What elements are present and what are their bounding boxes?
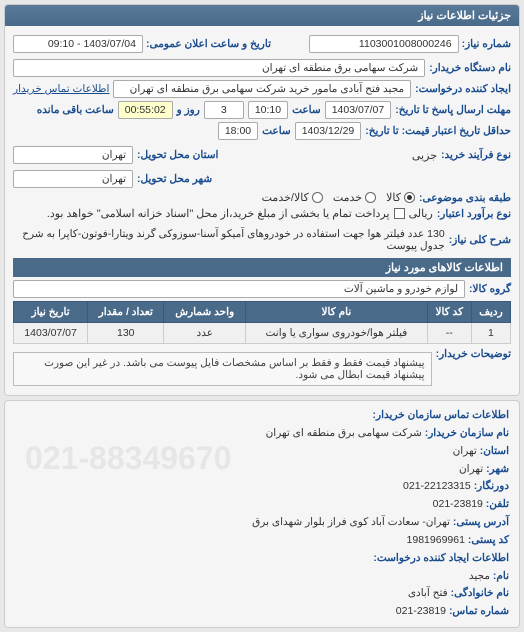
need-desc-label: شرح کلی نیاز: — [449, 234, 511, 246]
buyer-org-value: شرکت سهامی برق منطقه ای تهران — [13, 59, 425, 77]
province-label: استان محل تحویل: — [137, 149, 218, 161]
creator-value: مجید فتح آبادی مامور خرید شرکت سهامی برق… — [113, 80, 411, 98]
radio-kala-khedmat[interactable]: کالا/خدمت — [262, 191, 323, 204]
col-code: کد کالا — [427, 302, 471, 323]
remain-label: ساعت باقی مانده — [37, 104, 114, 116]
province-value: تهران — [13, 146, 133, 164]
table-row: 1 -- فیلتر هوا/خودروی سواری یا وانت عدد … — [14, 323, 511, 344]
col-name: نام کالا — [246, 302, 428, 323]
process-type-value: جزیی — [412, 149, 437, 162]
contact-link[interactable]: اطلاعات تماس خریدار — [13, 83, 109, 95]
c-org-value: شرکت سهامی برق منطقه ای تهران — [266, 427, 422, 439]
need-desc-value: 130 عدد فیلتر هوا جهت استفاده در خودروها… — [13, 228, 445, 252]
treasury-check-label: پرداخت تمام یا بخشی از مبلغ خرید،از محل … — [47, 207, 390, 220]
cell: عدد — [164, 323, 246, 344]
budget-row-value: ریالی — [409, 207, 433, 220]
c-phone-label: تلفن: — [486, 498, 509, 510]
radio-dot-icon — [404, 192, 415, 203]
goods-group-label: گروه کالا: — [469, 283, 511, 295]
radio-khedmat-label: خدمت — [333, 191, 362, 204]
note-label: توضیحات خریدار: — [436, 348, 511, 360]
creator-title: اطلاعات ایجاد کننده درخواست: — [373, 552, 509, 564]
panel-title: جزئیات اطلاعات نیاز — [5, 5, 519, 26]
c-cphone-value: 23819-021 — [396, 605, 446, 617]
need-number-value: 1103001008000246 — [309, 35, 459, 53]
c-city-label: شهر: — [486, 463, 509, 475]
price-validity-date: 1403/12/29 — [295, 122, 362, 140]
deadline-date: 1403/07/07 — [325, 101, 392, 119]
deadline-remain: 00:55:02 — [118, 101, 173, 119]
price-validity-time: 18:00 — [218, 122, 258, 140]
announce-dt-value: 1403/07/04 - 09:10 — [13, 35, 143, 53]
c-family-label: نام خانوادگی: — [451, 587, 509, 599]
goods-group-value: لوازم خودرو و ماشین آلات — [13, 280, 465, 298]
radio-kk-label: کالا/خدمت — [262, 191, 309, 204]
goods-table: ردیف کد کالا نام کالا واحد شمارش تعداد /… — [13, 301, 511, 344]
c-fax-label: دورنگار: — [474, 480, 509, 492]
col-qty: تعداد / مقدار — [88, 302, 164, 323]
c-postal-label: کد پستی: — [468, 534, 509, 546]
col-row: ردیف — [471, 302, 510, 323]
treasury-checkbox[interactable] — [394, 208, 405, 219]
c-prov-label: استان: — [480, 445, 509, 457]
c-prov-value: تهران — [453, 445, 477, 457]
city-value: تهران — [13, 170, 133, 188]
radio-kala-label: کالا — [386, 191, 401, 204]
deadline-label: مهلت ارسال پاسخ تا تاریخ: — [395, 104, 511, 116]
radio-kala[interactable]: کالا — [386, 191, 415, 204]
cell: 1403/07/07 — [14, 323, 88, 344]
need-number-label: شماره نیاز: — [462, 38, 511, 50]
cell: 130 — [88, 323, 164, 344]
note-text: پیشنهاد قیمت فقط و فقط بر اساس مشخصات فا… — [13, 352, 432, 386]
c-addr-value: تهران- سعادت آباد کوی فراز بلوار شهدای ب… — [252, 516, 450, 528]
cell: فیلتر هوا/خودروی سواری یا وانت — [246, 323, 428, 344]
cell: 1 — [471, 323, 510, 344]
budget-row-label: نوع برآورد اعتبار: — [437, 208, 511, 220]
c-addr-label: آدرس پستی: — [453, 516, 509, 528]
creator-label: ایجاد کننده درخواست: — [415, 83, 511, 95]
c-org-label: نام سازمان خریدار: — [425, 427, 509, 439]
budget-class-radios: کالا خدمت کالا/خدمت — [262, 191, 415, 204]
radio-dot-icon — [312, 192, 323, 203]
col-date: تاریخ نیاز — [14, 302, 88, 323]
cell: -- — [427, 323, 471, 344]
deadline-time: 10:10 — [248, 101, 288, 119]
c-phone-value: 23819-021 — [433, 498, 483, 510]
c-city-value: تهران — [459, 463, 483, 475]
radio-dot-icon — [365, 192, 376, 203]
radio-khedmat[interactable]: خدمت — [333, 191, 376, 204]
col-unit: واحد شمارش — [164, 302, 246, 323]
c-fax-value: 22123315-021 — [403, 480, 471, 492]
buyer-org-label: نام دستگاه خریدار: — [429, 62, 511, 74]
c-family-value: فتح آبادی — [408, 587, 448, 599]
deadline-days: 3 — [204, 101, 244, 119]
process-type-label: نوع فرآیند خرید: — [441, 149, 511, 161]
price-validity-label: حداقل تاریخ اعتبار قیمت: تا تاریخ: — [365, 125, 511, 137]
city-label: شهر محل تحویل: — [137, 173, 212, 185]
contact-title: اطلاعات تماس سازمان خریدار: — [373, 409, 509, 421]
c-cphone-label: شماره تماس: — [449, 605, 509, 617]
saat-label-1: ساعت — [292, 104, 321, 116]
budget-class-label: طبقه بندی موضوعی: — [419, 192, 511, 204]
goods-section-title: اطلاعات کالاهای مورد نیاز — [13, 258, 511, 277]
rooz-label: روز و — [177, 104, 200, 116]
announce-dt-label: تاریخ و ساعت اعلان عمومی: — [146, 38, 271, 50]
saat-label-2: ساعت — [262, 125, 291, 137]
c-postal-value: 1981969961 — [407, 534, 465, 546]
